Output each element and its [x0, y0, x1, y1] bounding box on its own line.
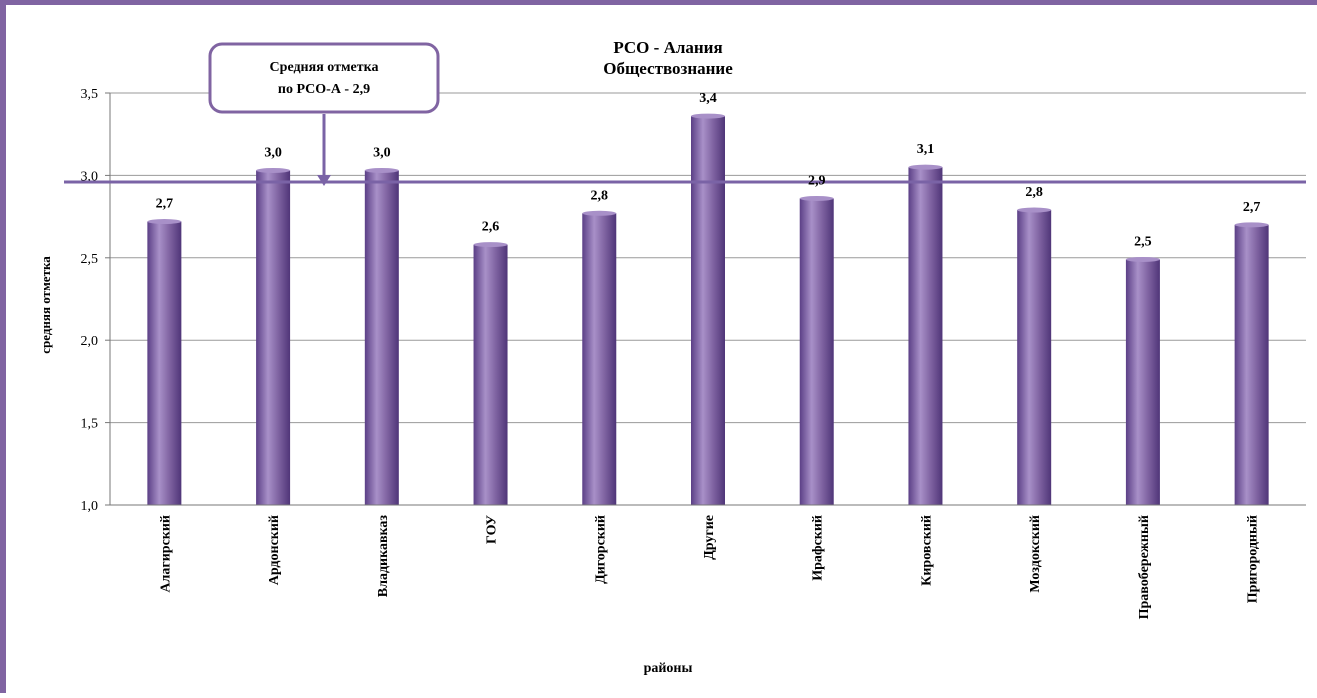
category-label: ГОУ	[485, 515, 500, 544]
bar-cap	[908, 164, 943, 170]
category-label: Кировский	[919, 515, 934, 586]
callout-arrowhead	[317, 175, 331, 186]
value-label: 2,8	[591, 188, 609, 203]
value-label: 2,7	[1243, 200, 1261, 215]
y-tick-label: 3,5	[81, 87, 99, 102]
bar-cap	[799, 195, 834, 201]
category-label: Правобережный	[1137, 515, 1152, 619]
category-label: Пригородный	[1246, 515, 1261, 603]
bar-cap	[147, 219, 182, 225]
bar	[473, 244, 508, 505]
bar	[691, 116, 725, 506]
category-label: Ардонский	[267, 515, 282, 585]
bar-cap	[1234, 222, 1269, 228]
y-tick-label: 2,0	[81, 334, 99, 349]
bar-cap	[1017, 207, 1052, 213]
callout-box	[208, 42, 440, 114]
callout-line-1: Средняя отметка	[270, 60, 379, 75]
chart-title: РСО - Алания	[613, 38, 722, 57]
bar-cap	[473, 242, 508, 248]
bar	[1125, 259, 1160, 505]
value-label: 3,4	[699, 91, 717, 106]
y-tick-label: 2,5	[81, 252, 99, 267]
bar	[799, 198, 834, 506]
chart-subtitle: Обществознание	[603, 59, 733, 78]
category-label: Моздокский	[1028, 515, 1043, 593]
bar-cap	[256, 167, 291, 173]
y-tick-label: 1,5	[81, 417, 99, 432]
bar	[256, 170, 291, 505]
average-callout: Средняя отметка по РСО-А - 2,9	[208, 42, 440, 186]
x-axis-label: районы	[644, 661, 693, 676]
value-label: 2,8	[1025, 185, 1043, 200]
bar-cap	[691, 113, 725, 119]
value-label: 3,0	[264, 145, 282, 160]
bar	[1234, 224, 1269, 505]
bar-chart: РСО - Алания Обществознание 1,0 1,5 2,0 2,5…	[38, 38, 1306, 676]
value-label: 3,0	[373, 145, 391, 160]
category-label: Владикавказ	[376, 515, 391, 598]
bars	[147, 113, 1269, 506]
value-label: 2,7	[156, 197, 174, 212]
bar	[364, 170, 399, 505]
value-label: 2,5	[1134, 234, 1152, 249]
value-label: 2,6	[482, 220, 500, 235]
value-label: 3,1	[917, 142, 935, 157]
category-label: Ирафский	[811, 515, 826, 581]
bar-cap	[1125, 256, 1160, 262]
y-tick-label: 1,0	[81, 499, 99, 514]
y-axis: 1,01,52,02,53,03,5	[81, 87, 111, 514]
bar	[582, 213, 617, 505]
callout-line-2: по РСО-А - 2,9	[278, 82, 370, 97]
x-axis: Алагирский Ардонский Владикавказ ГОУ Дигорск…	[110, 504, 1306, 619]
value-labels: 2,7 3,0 3,0 2,6 2,8 3,4 2,9 3,1 2,8 2,5 2,7	[156, 91, 1261, 249]
bar-cap	[582, 210, 617, 216]
bar-cap	[364, 167, 399, 173]
bar	[908, 167, 943, 505]
category-label: Дигорский	[593, 515, 608, 584]
y-axis-label: средняя отметка	[38, 256, 53, 354]
category-label: Другие	[702, 515, 717, 560]
value-label: 2,9	[808, 173, 826, 188]
bar	[1017, 210, 1052, 505]
bar	[147, 221, 182, 505]
category-label: Алагирский	[158, 515, 173, 593]
